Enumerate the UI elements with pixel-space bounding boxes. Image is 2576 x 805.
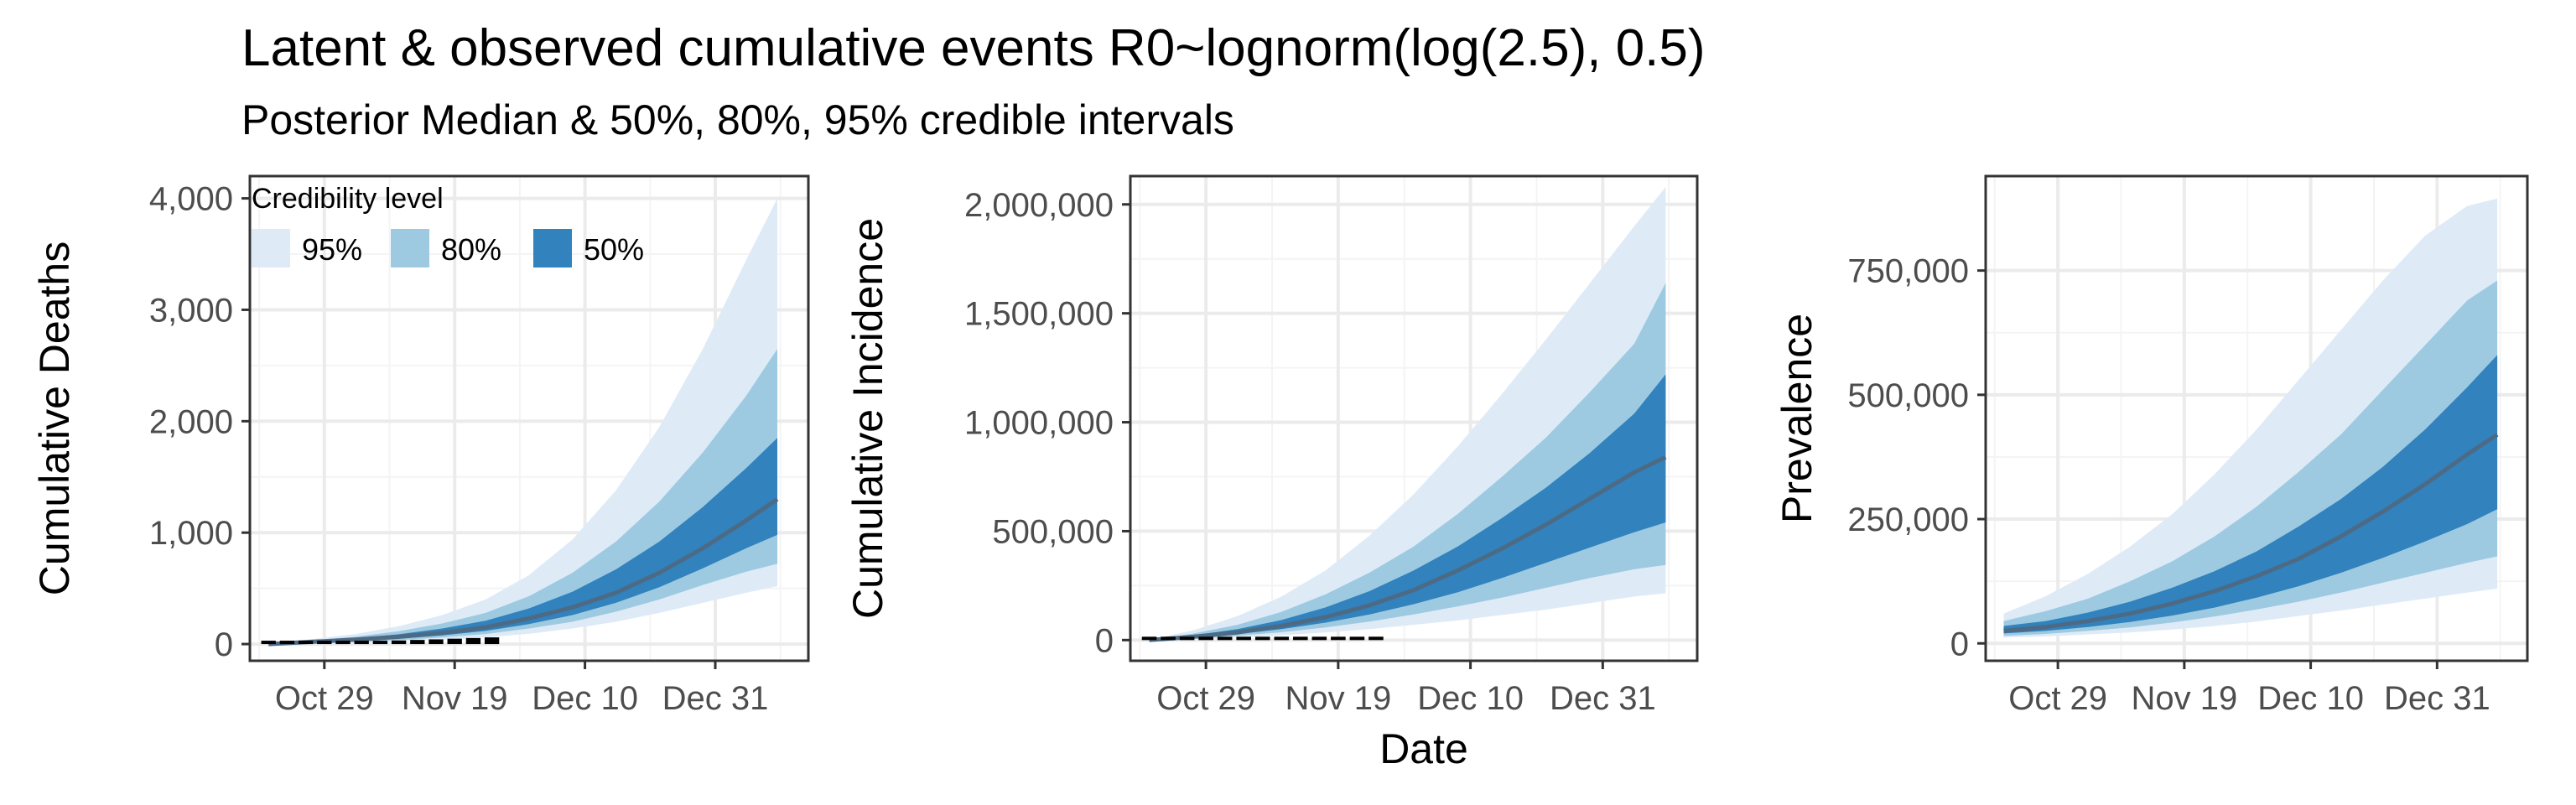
y-tick-label: 3,000 [149, 292, 233, 329]
observed-bar [298, 641, 314, 645]
x-tick-label: Nov 19 [1285, 680, 1391, 717]
x-tick-label: Dec 31 [1550, 680, 1656, 717]
observed-bar [1331, 636, 1346, 641]
observed-bar [317, 641, 332, 645]
ribbon-50 [1149, 374, 1666, 641]
y-tick-label: 2,000 [149, 403, 233, 440]
panel-border [248, 174, 810, 662]
y-tick-label: 500,000 [1847, 377, 1969, 414]
legend: Credibility level 95% 80% 50% [252, 183, 644, 267]
observed-bar [484, 637, 500, 645]
panel-3: 0 250,000 500,000 750,000 Oct 29 Nov 19 Dec 10… [1774, 174, 2529, 717]
y-axis-title: Prevalence [1774, 314, 1820, 523]
x-tick-label: Oct 29 [2008, 680, 2107, 717]
x-tick-label: Dec 10 [2257, 680, 2364, 717]
figure-subtitle: Posterior Median & 50%, 80%, 95% credibl… [242, 96, 1234, 143]
observed-bar [1179, 636, 1195, 641]
panel-1: 0 1,000 2,000 3,000 4,000 Oct 29 Nov 19 Dec 10 D… [31, 174, 810, 717]
y-tick-label: 0 [1950, 626, 1969, 662]
y-tick-label: 1,500,000 [964, 296, 1114, 333]
legend-key-80 [391, 229, 429, 267]
observed-bar [1293, 636, 1308, 641]
x-tick-label: Dec 10 [1417, 680, 1524, 717]
observed-bar [1368, 636, 1384, 641]
legend-label: 80% [441, 232, 501, 267]
ribbon-50 [268, 438, 777, 645]
panel-border [1129, 174, 1699, 662]
x-tick-label: Oct 29 [1156, 680, 1255, 717]
observed-bar [447, 638, 462, 645]
plot-body [2003, 198, 2499, 638]
legend-title: Credibility level [252, 183, 444, 215]
observed-bar [1349, 636, 1365, 641]
y-tick-label: 250,000 [1847, 501, 1969, 538]
median-line [268, 497, 779, 647]
y-tick-label: 750,000 [1847, 253, 1969, 290]
x-tick-label: Dec 31 [662, 680, 769, 717]
y-tick-label: 0 [215, 626, 233, 663]
y-tick-label: 1,000,000 [964, 405, 1114, 442]
legend-key-95 [252, 229, 290, 267]
y-axis-title: Cumulative Deaths [31, 242, 78, 595]
observed-bar [1254, 636, 1270, 641]
panel-border [1984, 174, 2529, 662]
x-axis-title: Date [1379, 725, 1468, 772]
median-line [1149, 454, 1667, 642]
y-tick-label: 500,000 [992, 513, 1114, 550]
observed-bar [1161, 636, 1176, 641]
y-axis-title: Cumulative Incidence [844, 218, 891, 619]
x-tick-label: Dec 10 [532, 680, 638, 717]
observed-bar [261, 641, 276, 645]
plot-body [1141, 187, 1667, 642]
x-tick-label: Nov 19 [2131, 680, 2237, 717]
panel-2: 0 500,000 1,000,000 1,500,000 2,000,000 Oct 2… [844, 174, 1699, 717]
median-line [2003, 433, 2499, 633]
observed-bar [1236, 636, 1251, 641]
y-tick-label: 1,000 [149, 515, 233, 552]
observed-bar [391, 640, 407, 645]
legend-key-50 [533, 229, 572, 267]
figure-title: Latent & observed cumulative events R0~l… [242, 19, 1706, 77]
observed-bar [279, 641, 295, 645]
observed-bar [335, 641, 351, 645]
y-tick-label: 0 [1095, 622, 1114, 659]
x-tick-label: Oct 29 [275, 680, 374, 717]
observed-bar [1141, 636, 1157, 641]
observed-bar [1217, 636, 1233, 641]
observed-bar [428, 639, 444, 645]
y-tick-label: 2,000,000 [964, 187, 1114, 224]
x-tick-label: Dec 31 [2384, 680, 2490, 717]
observed-bar [354, 641, 369, 645]
observed-bar [372, 641, 388, 645]
legend-label: 95% [302, 232, 362, 267]
legend-label: 50% [584, 232, 644, 267]
observed-bar [465, 637, 481, 645]
x-tick-label: Nov 19 [402, 680, 508, 717]
observed-bar [1274, 636, 1290, 641]
observed-bar [1311, 636, 1327, 641]
plot-body [261, 198, 779, 647]
observed-bar [410, 640, 425, 645]
observed-bar [1198, 636, 1213, 641]
y-tick-label: 4,000 [149, 181, 233, 218]
